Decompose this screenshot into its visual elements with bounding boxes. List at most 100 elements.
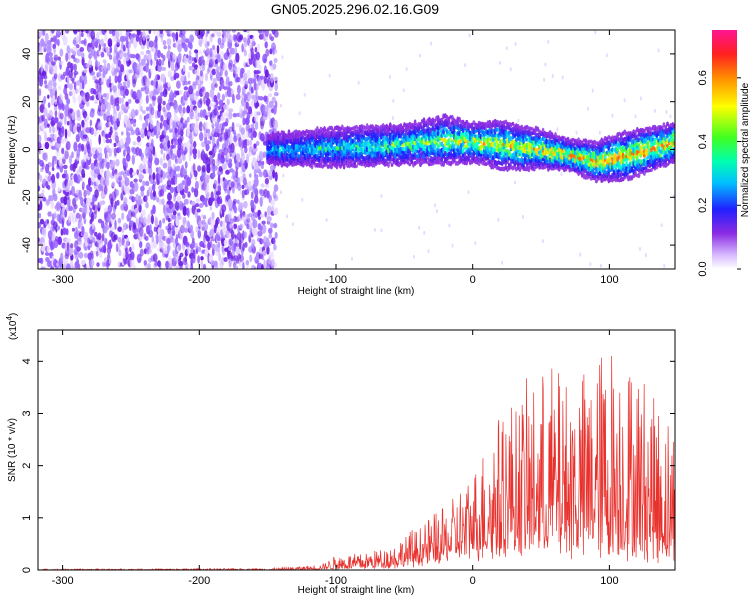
signal-cell [399,133,403,139]
noise-blob [106,102,112,112]
noise-blob [188,50,192,56]
signal-cell [511,121,515,126]
noise-blob [252,130,257,138]
noise-blob [191,83,197,90]
noise-blob [119,138,124,146]
noise-blob [147,52,152,63]
noise-dot [598,130,601,135]
noise-blob [118,97,122,104]
noise-blob [106,92,110,100]
noise-blob [234,141,238,147]
noise-blob [191,241,196,249]
signal-cell [388,160,392,164]
noise-blob [150,67,153,74]
noise-blob [248,220,253,231]
noise-blob [230,181,235,188]
noise-blob [109,239,112,245]
noise-blob [199,131,204,142]
noise-blob [191,237,195,243]
noise-blob [175,234,179,240]
noise-blob [140,185,145,192]
noise-blob [223,239,228,246]
noise-blob [143,54,148,61]
noise-dot [579,252,582,257]
noise-dot [405,67,408,72]
noise-dot [282,173,285,178]
signal-cell [637,172,641,179]
noise-blob [116,199,120,206]
noise-blob [266,245,270,255]
noise-blob [147,263,151,269]
noise-blob [91,95,95,101]
noise-blob [84,120,89,130]
noise-blob [253,143,257,149]
noise-dot [522,214,524,219]
noise-blob [146,106,149,112]
noise-blob [145,34,150,39]
noise-blob [85,30,89,34]
noise-blob [71,111,76,121]
noise-blob [114,219,117,230]
noise-blob [195,203,200,208]
noise-blob [194,124,199,134]
noise-blob [216,138,220,147]
noise-blob [230,47,236,55]
noise-blob [208,155,214,166]
noise-blob [139,226,144,237]
noise-blob [255,51,261,61]
noise-blob [60,126,65,135]
noise-blob [174,127,178,134]
noise-blob [239,254,245,262]
noise-blob [88,186,93,193]
noise-blob [105,46,109,53]
signal-cell [646,141,650,146]
noise-blob [192,100,197,106]
noise-blob [229,218,235,224]
noise-blob [189,132,193,138]
noise-blob [62,164,68,170]
noise-blob [47,224,51,229]
noise-blob [171,214,177,220]
noise-blob [175,31,179,42]
noise-blob [235,30,241,32]
noise-blob [86,207,90,215]
noise-blob [93,129,99,135]
noise-dot [389,74,391,79]
noise-blob [139,128,145,135]
noise-blob [136,141,142,146]
noise-blob [68,205,74,212]
noise-blob [172,53,176,60]
noise-blob [260,213,264,218]
noise-blob [93,88,97,95]
noise-blob [179,252,184,258]
noise-blob [199,30,205,37]
noise-blob [186,54,189,59]
noise-blob [142,216,147,227]
noise-blob [130,54,136,59]
noise-blob [253,168,257,177]
noise-blob [175,227,179,235]
noise-dot [543,77,546,82]
noise-blob [100,51,105,58]
noise-dot [423,230,426,235]
noise-blob [38,88,42,96]
noise-blob [63,137,68,142]
noise-blob [229,245,233,250]
noise-blob [109,138,112,144]
noise-blob [148,248,152,254]
noise-blob [185,38,190,44]
noise-blob [63,87,68,95]
noise-blob [146,189,150,197]
noise-blob [167,82,171,88]
noise-blob [235,123,240,128]
noise-blob [155,233,158,240]
noise-blob [201,148,205,155]
noise-blob [242,86,246,96]
noise-blob [258,171,263,178]
noise-dot [291,222,294,227]
noise-blob [160,157,163,166]
signal-cell [419,122,422,128]
noise-blob [174,72,180,79]
noise-blob [273,262,277,268]
noise-blob [86,136,90,143]
